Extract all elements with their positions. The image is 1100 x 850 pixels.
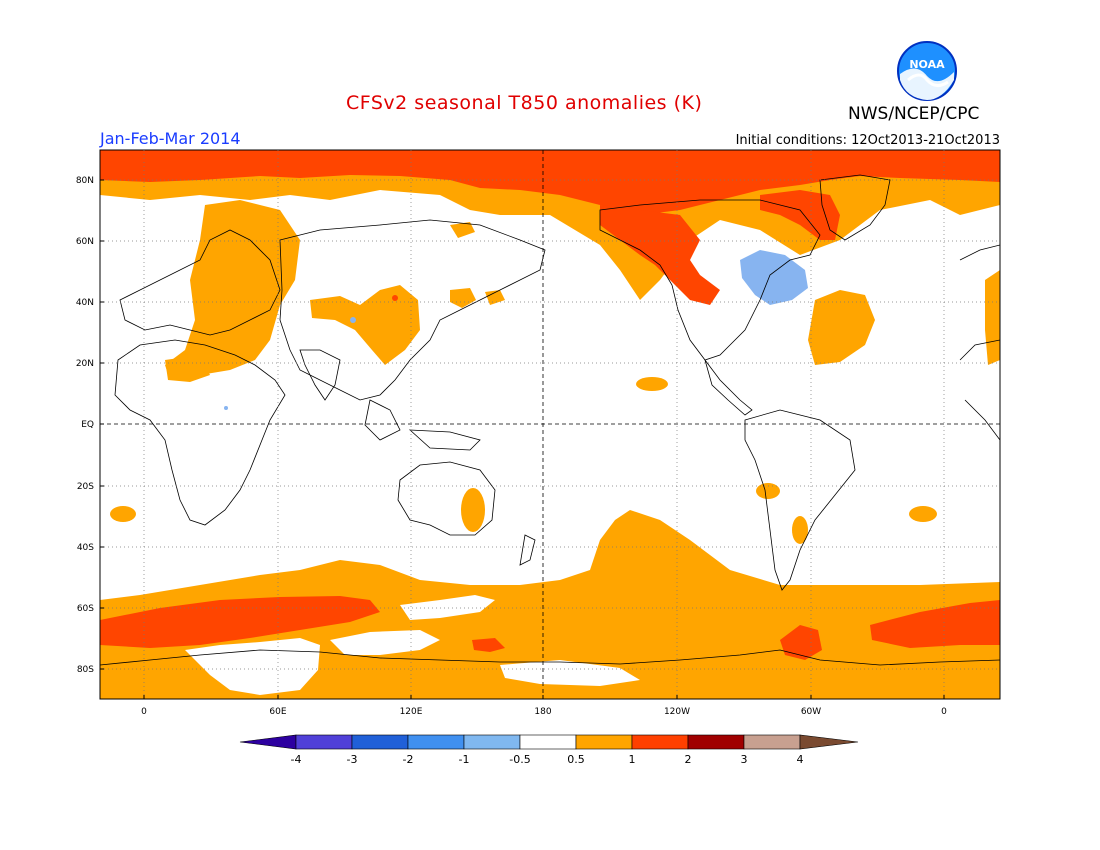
- colorbar-segment: [687, 734, 745, 750]
- lon-tick-label: 120E: [400, 707, 423, 717]
- colorbar-label: -4: [291, 753, 302, 766]
- lon-tick-label: 120W: [664, 707, 690, 717]
- lat-tick-label: 20S: [77, 482, 94, 492]
- anomaly-region: [756, 483, 780, 499]
- anomaly-region: [100, 510, 1000, 699]
- latitude-labels: 80N 60N 40N 20N EQ 20S 40S 60S 80S: [76, 176, 104, 675]
- colorbar-label: -2: [403, 753, 414, 766]
- anomaly-region: [392, 295, 398, 301]
- lat-tick-label: 20N: [76, 359, 94, 369]
- colorbar-label: 1: [629, 753, 636, 766]
- anomaly-region: [780, 625, 822, 660]
- lon-tick-label: 60W: [801, 707, 821, 717]
- anomaly-region: [224, 406, 228, 410]
- anomaly-region: [350, 317, 356, 323]
- forecast-period: Jan-Feb-Mar 2014: [100, 129, 241, 148]
- colorbar-label: 2: [685, 753, 692, 766]
- anomaly-region: [909, 506, 937, 522]
- anomaly-region: [792, 516, 808, 544]
- neutral-region: [500, 660, 640, 686]
- map-title: CFSv2 seasonal T850 anomalies (K): [346, 92, 703, 114]
- lon-tick-label: 60E: [269, 707, 286, 717]
- anomaly-region: [100, 596, 380, 648]
- lat-tick-label: 60S: [77, 604, 94, 614]
- colorbar-segment: [743, 734, 801, 750]
- colorbar-label: 3: [741, 753, 748, 766]
- noaa-logo-icon: NOAA: [897, 41, 957, 101]
- colorbar-label: -1: [459, 753, 470, 766]
- coastlines: [100, 174, 1000, 666]
- anomaly-region: [472, 638, 505, 652]
- colorbar: -4 -3 -2 -1 -0.5 0.5 1 2 3 4: [239, 734, 859, 766]
- anomaly-region: [450, 222, 475, 238]
- lon-tick-label: 0: [141, 707, 147, 717]
- neutral-region: [330, 630, 440, 655]
- anomaly-region: [110, 506, 136, 522]
- initial-conditions: Initial conditions: 12Oct2013-21Oct2013: [735, 133, 1000, 148]
- anomaly-region: [485, 290, 505, 305]
- anomaly-region: [740, 250, 808, 305]
- anomaly-region: [310, 285, 420, 365]
- colorbar-segment: [575, 734, 633, 750]
- lat-tick-label: 80S: [77, 665, 94, 675]
- anomaly-region: [450, 288, 476, 308]
- neutral-region: [400, 595, 495, 620]
- logo-text: NOAA: [909, 58, 945, 71]
- anomaly-region: [600, 205, 720, 305]
- colorbar-segment: [631, 734, 689, 750]
- map-field: [100, 150, 1000, 699]
- colorbar-label: -0.5: [509, 753, 530, 766]
- anomaly-region: [100, 150, 1000, 215]
- anomaly-region: [808, 290, 875, 365]
- lat-tick-label: 80N: [76, 176, 94, 186]
- lon-tick-label: 180: [534, 707, 551, 717]
- lat-tick-label: 60N: [76, 237, 94, 247]
- colorbar-label: 0.5: [567, 753, 585, 766]
- anomaly-region: [985, 270, 1000, 365]
- anomaly-region: [760, 190, 840, 240]
- lat-tick-label: 40S: [77, 543, 94, 553]
- anomaly-region: [461, 488, 485, 532]
- anomaly-region: [165, 200, 300, 380]
- colorbar-segment: [519, 734, 577, 750]
- colorbar-left-arrow: [239, 734, 297, 750]
- neutral-region: [185, 638, 320, 695]
- colorbar-segment: [295, 734, 353, 750]
- colorbar-right-arrow: [799, 734, 859, 750]
- anomaly-region: [165, 355, 210, 382]
- colorbar-segment: [351, 734, 409, 750]
- lat-tick-label: 40N: [76, 298, 94, 308]
- longitude-labels: 0 60E 120E 180 120W 60W 0: [141, 695, 947, 717]
- agency-label: NWS/NCEP/CPC: [848, 104, 980, 124]
- lat-tick-label: EQ: [81, 420, 94, 430]
- colorbar-label: -3: [347, 753, 358, 766]
- colorbar-label: 4: [797, 753, 804, 766]
- colorbar-segment: [463, 734, 521, 750]
- anomaly-region: [870, 600, 1000, 648]
- colorbar-segment: [407, 734, 465, 750]
- anomaly-region: [636, 377, 668, 391]
- lon-tick-label: 0: [941, 707, 947, 717]
